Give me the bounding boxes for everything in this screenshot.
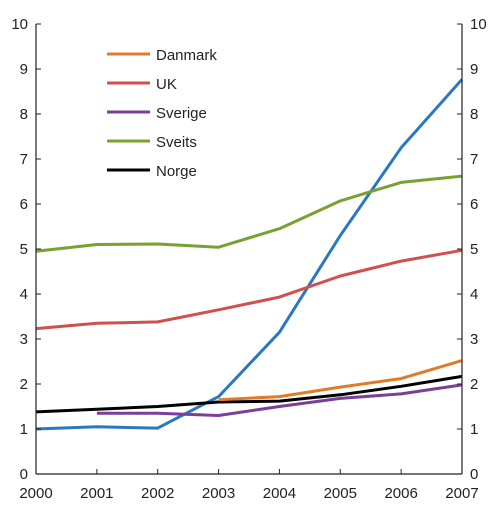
y-tick-label-right: 3 — [470, 331, 478, 348]
y-tick-label-left: 1 — [20, 421, 28, 438]
y-tick-label-right: 8 — [470, 106, 478, 123]
y-tick-label-right: 1 — [470, 421, 478, 438]
y-tick-label-right: 6 — [470, 196, 478, 213]
y-tick-label-left: 2 — [20, 376, 28, 393]
x-tick-label: 2002 — [141, 485, 174, 502]
y-tick-label-left: 6 — [20, 196, 28, 213]
series-line-uk — [35, 248, 463, 331]
legend: Danmark UK Sverige Sveits Norge — [107, 47, 217, 180]
x-tick-label: 2006 — [384, 485, 417, 502]
y-tick-label-left: 4 — [20, 286, 28, 303]
y-tick-label-left: 7 — [20, 151, 28, 168]
axes-layer: 0 0 1 1 2 2 3 3 4 4 5 5 6 6 7 7 8 8 9 9 10 10 2000 2001 2002 2003… — [11, 16, 486, 502]
x-tick-label: 2007 — [445, 485, 478, 502]
y-tick-label-left: 0 — [20, 466, 28, 483]
x-tick-label: 2005 — [324, 485, 357, 502]
y-tick-label-left: 8 — [20, 106, 28, 123]
y-tick-label-right: 0 — [470, 466, 478, 483]
series-line-danmark — [218, 359, 463, 402]
y-tick-label-right: 5 — [470, 241, 478, 258]
y-tick-label-right: 2 — [470, 376, 478, 393]
legend-label-norge: Norge — [156, 163, 197, 180]
x-tick-label: 2001 — [80, 485, 113, 502]
y-tick-label-right: 10 — [470, 16, 487, 33]
legend-label-uk: UK — [156, 76, 177, 93]
y-tick-label-right: 7 — [470, 151, 478, 168]
series-layer — [35, 78, 464, 431]
y-tick-label-right: 9 — [470, 61, 478, 78]
legend-label-sveits: Sveits — [156, 134, 197, 151]
series-line-sverige — [96, 383, 463, 417]
legend-label-sverige: Sverige — [156, 105, 207, 122]
y-tick-label-left: 9 — [20, 61, 28, 78]
y-tick-label-right: 4 — [470, 286, 478, 303]
x-tick-label: 2004 — [263, 485, 296, 502]
y-tick-label-left: 5 — [20, 241, 28, 258]
x-tick-label: 2000 — [19, 485, 52, 502]
x-tick-label: 2003 — [202, 485, 235, 502]
series-line-norge — [35, 374, 463, 414]
legend-label-danmark: Danmark — [156, 47, 217, 64]
y-tick-label-left: 3 — [20, 331, 28, 348]
series-line-sveits — [35, 174, 463, 253]
y-tick-label-left: 10 — [11, 16, 28, 33]
series-line-unlabeled — [35, 78, 464, 431]
